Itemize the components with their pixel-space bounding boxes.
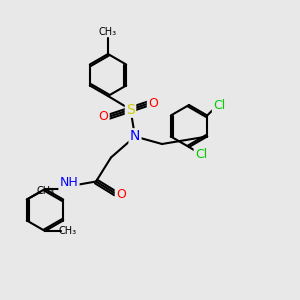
Text: CH₃: CH₃	[36, 185, 55, 196]
Text: S: S	[126, 103, 135, 116]
Text: NH: NH	[60, 176, 78, 190]
Text: CH₃: CH₃	[99, 27, 117, 38]
Text: O: O	[99, 110, 108, 124]
Text: Cl: Cl	[195, 148, 207, 161]
Text: O: O	[148, 97, 158, 110]
Text: Cl: Cl	[213, 98, 225, 112]
Text: N: N	[130, 130, 140, 143]
Text: CH₃: CH₃	[58, 226, 76, 236]
Text: O: O	[116, 188, 126, 202]
